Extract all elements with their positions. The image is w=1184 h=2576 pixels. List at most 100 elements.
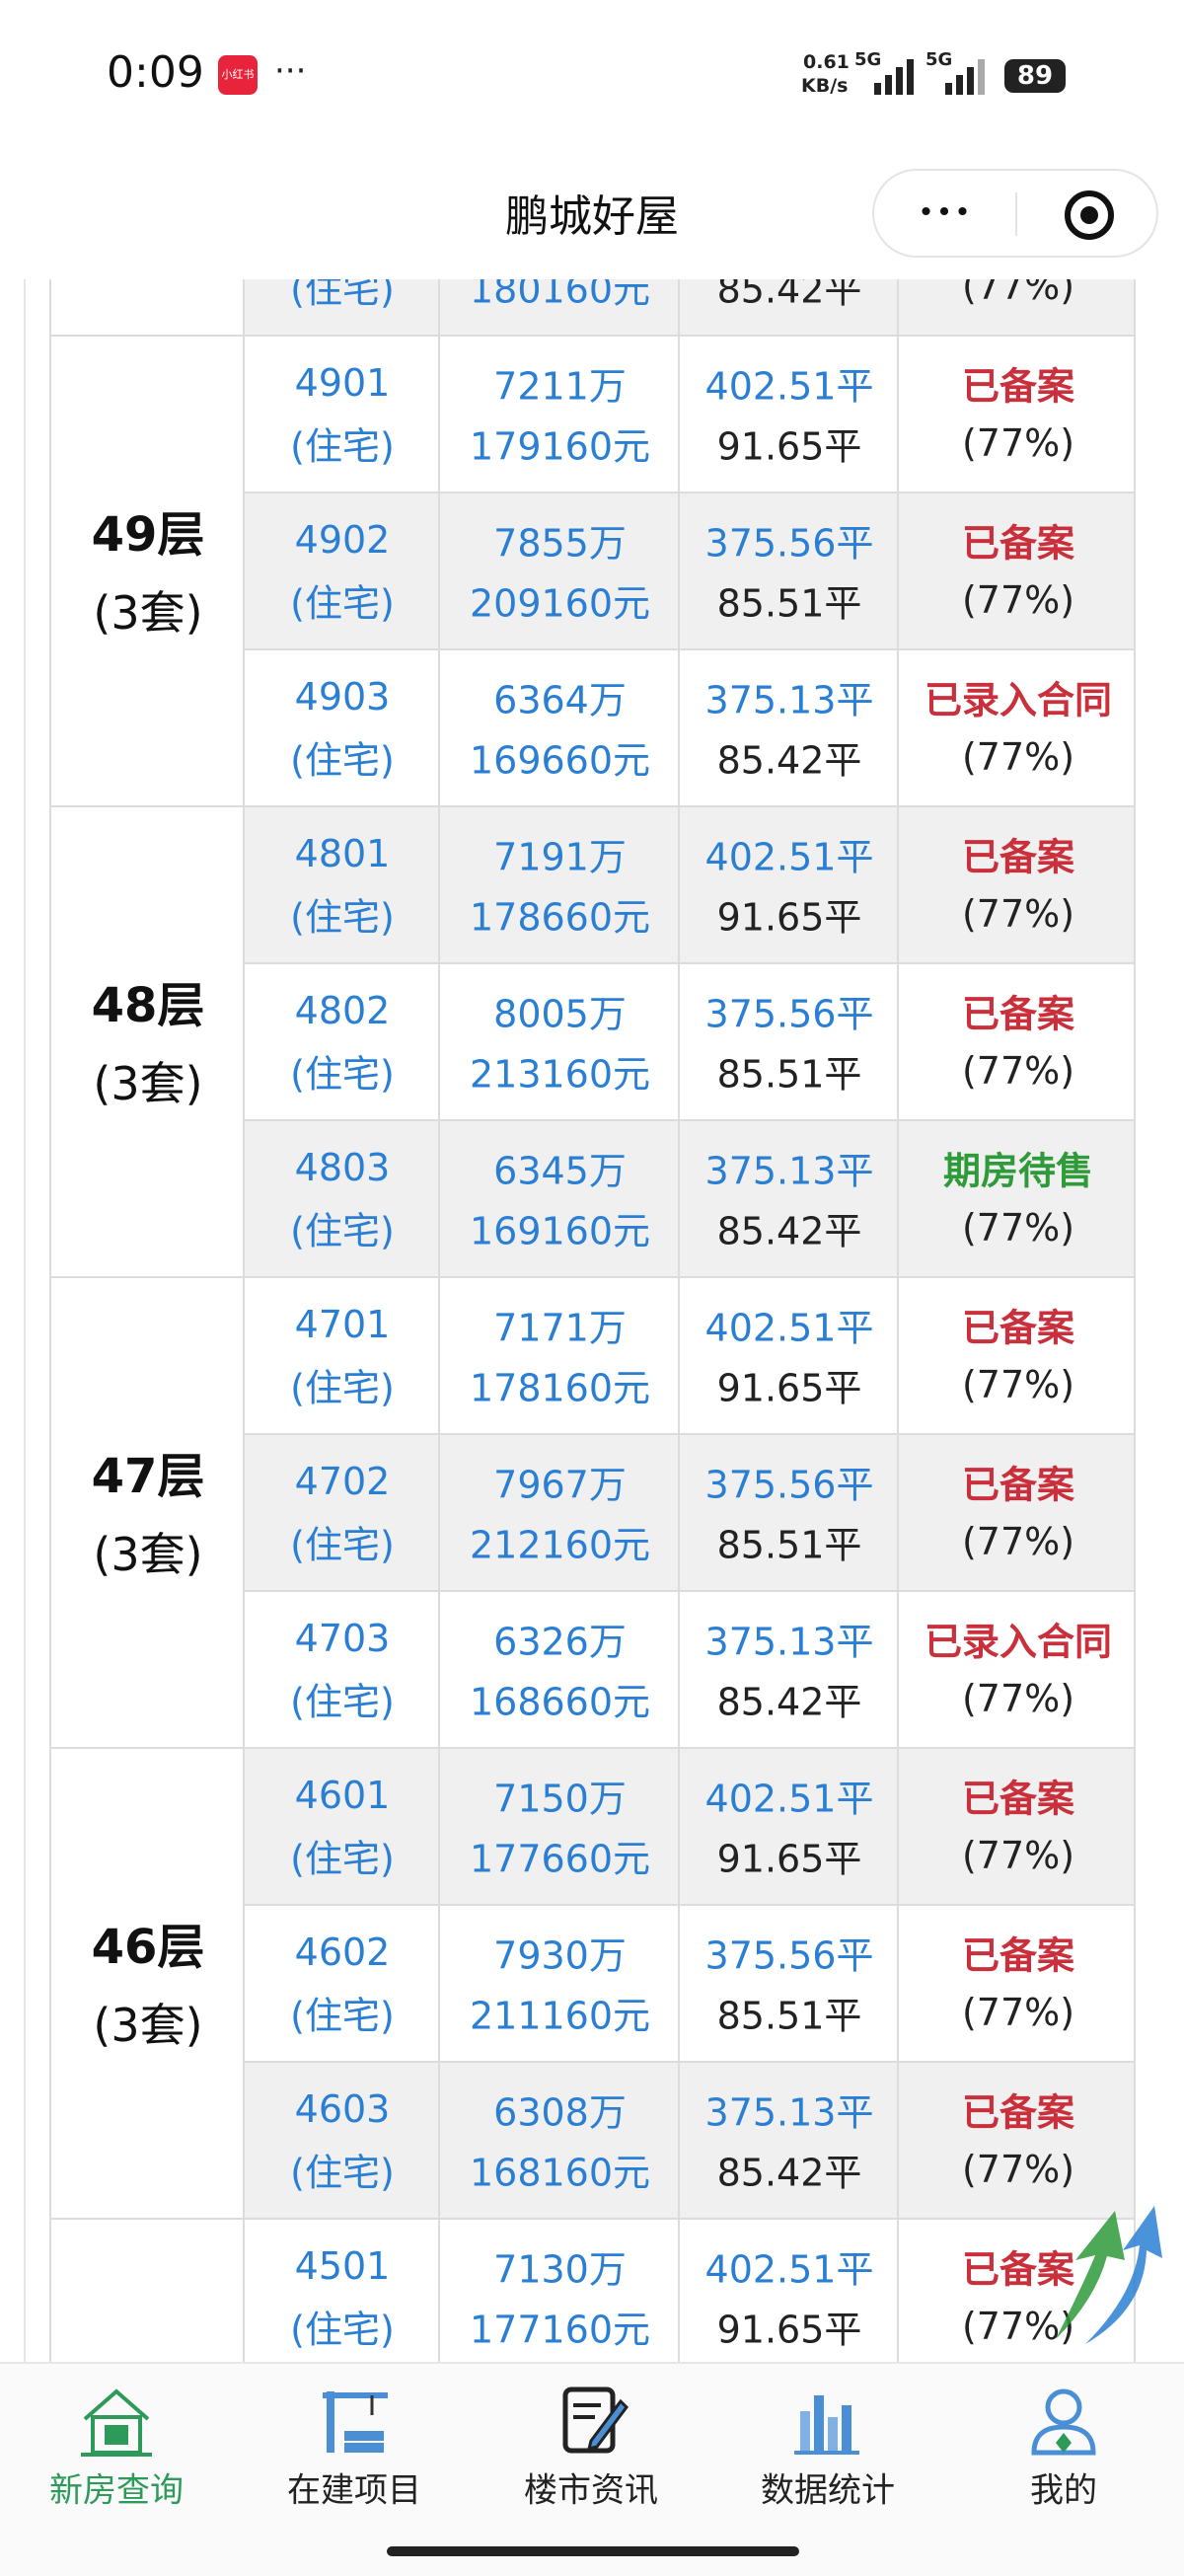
floor-label: 48层 <box>91 977 205 1033</box>
cell-text: (77%) <box>961 1049 1075 1093</box>
cell-text: 4601 <box>294 1774 391 1817</box>
cell-text: (住宅) <box>290 1366 395 1410</box>
cell-text: 85.51平 <box>716 1052 862 1097</box>
cell-text: (住宅) <box>290 895 395 940</box>
cell-text: (住宅) <box>290 2151 395 2195</box>
cell-text: 4501 <box>294 2244 391 2288</box>
cell-text: (77%) <box>961 421 1075 465</box>
table-cell: 375.13平 85.42平 <box>678 1592 897 1749</box>
table-cell: 4901 (住宅) <box>243 337 438 493</box>
tab-button[interactable]: 数据统计 <box>719 2364 936 2561</box>
cell-text: 177660元 <box>469 1837 651 1881</box>
cell-text: 91.65平 <box>716 424 862 469</box>
cell-text: 91.65平 <box>716 895 862 940</box>
cell-text: 4702 <box>294 1460 391 1503</box>
table-cell: 4602 (住宅) <box>243 1906 438 2063</box>
cell-text: (住宅) <box>290 581 395 626</box>
table-cell: (住宅) <box>243 279 438 337</box>
cell-text: 168160元 <box>469 2151 651 2195</box>
cell-text: 7930万 <box>493 1933 627 1978</box>
cell-text: 4901 <box>294 361 391 405</box>
cell-text: (77%) <box>961 1677 1075 1720</box>
table-cell: 375.56平 85.51平 <box>678 964 897 1121</box>
cell-text: (住宅) <box>290 1052 395 1097</box>
cell-text: (77%) <box>961 1520 1075 1563</box>
tab-icon <box>562 2387 629 2454</box>
cell-text: 91.65平 <box>716 1366 862 1410</box>
cell-text: 375.56平 <box>704 521 874 566</box>
cell-text: 4903 <box>294 675 391 719</box>
tab-button[interactable]: 楼市资讯 <box>482 2364 700 2561</box>
table-cell: 8005万 213160元 <box>438 964 678 1121</box>
table-cell: 6308万 168160元 <box>438 2063 678 2220</box>
cell-text: (77%) <box>961 2305 1075 2348</box>
table-row: 4701 (住宅) 7171万 178160元 402.51平 91.65平 已备案 (77%… <box>243 1278 1136 1435</box>
capsule-button[interactable]: ••• <box>872 169 1158 258</box>
page-title: 鹏城好屋 <box>505 191 679 242</box>
table-cell: 已备案 (77%) <box>897 1906 1136 2063</box>
cell-border <box>1134 1435 1136 1592</box>
table-cell: 7855万 209160元 <box>438 493 678 650</box>
cell-text: 4703 <box>294 1617 391 1660</box>
cell-text: (住宅) <box>290 1837 395 1881</box>
table-cell: 375.56平 85.51平 <box>678 1435 897 1592</box>
cell-text: 180160元 <box>469 279 651 312</box>
cell-border <box>1134 650 1136 807</box>
table-cell: 已备案 (77%) <box>897 1749 1136 1906</box>
tab-button[interactable]: 我的 <box>955 2364 1172 2561</box>
floor-count: (3套) <box>93 1527 203 1581</box>
table-row: 4703 (住宅) 6326万 168660元 375.13平 85.42平 已录入合同 (7… <box>243 1592 1136 1749</box>
cell-text: (77%) <box>961 279 1075 308</box>
floor-cell: 49层 (3套) <box>49 337 243 807</box>
cell-text: 375.13平 <box>704 2090 874 2135</box>
cell-text: (住宅) <box>290 279 395 312</box>
tab-button[interactable]: 新房查询 <box>8 2364 225 2561</box>
signal-icon <box>945 59 985 95</box>
cell-border <box>1134 1278 1136 1435</box>
cell-text: 4803 <box>294 1146 391 1189</box>
cell-text: 375.13平 <box>704 1620 874 1664</box>
cell-text: 402.51平 <box>704 1306 874 1350</box>
menu-button[interactable]: ••• <box>918 195 973 229</box>
table-cell: (77%) <box>897 279 1136 337</box>
floor-label: 47层 <box>91 1448 205 1504</box>
cell-text: (住宅) <box>290 738 395 783</box>
cell-text: (77%) <box>961 1834 1075 1877</box>
cell-border <box>1134 964 1136 1121</box>
table-cell: 375.13平 85.42平 <box>678 2063 897 2220</box>
cell-text: 6345万 <box>493 1149 627 1193</box>
home-indicator <box>387 2546 799 2556</box>
tab-label: 楼市资讯 <box>524 2470 658 2511</box>
table-cell: 已录入合同 (77%) <box>897 1592 1136 1749</box>
cell-text: 8005万 <box>493 992 627 1036</box>
table-cell: 375.13平 85.42平 <box>678 1121 897 1278</box>
table-cell: 已备案 (77%) <box>897 964 1136 1121</box>
cell-text: 402.51平 <box>704 835 874 879</box>
table-cell: 402.51平 91.65平 <box>678 337 897 493</box>
cell-text: 7130万 <box>493 2247 627 2292</box>
cell-text: 已备案 <box>961 2090 1075 2135</box>
cell-text: 7150万 <box>493 1777 627 1821</box>
signal-icon <box>874 59 914 95</box>
table-view: (住宅) 180160元 85.42平 (77%) 49层 (3套) 4901 (住宅) 721… <box>0 279 1184 2362</box>
floor-count: (3套) <box>93 585 203 640</box>
cell-text: 4801 <box>294 832 391 875</box>
scroll-track <box>24 279 26 2362</box>
cell-text: 375.13平 <box>704 678 874 722</box>
cell-text: (77%) <box>961 2148 1075 2191</box>
floor-label: 46层 <box>91 1919 205 1975</box>
table-cell: 期房待售 (77%) <box>897 1121 1136 1278</box>
cell-text: 6364万 <box>493 678 627 722</box>
table-cell: 402.51平 91.65平 <box>678 2220 897 2362</box>
tab-button[interactable]: 在建项目 <box>246 2364 463 2561</box>
cell-text: (住宅) <box>290 424 395 469</box>
cell-text: (住宅) <box>290 1523 395 1567</box>
cell-text: 4701 <box>294 1303 391 1346</box>
close-button[interactable] <box>1062 188 1117 243</box>
table-cell: 4803 (住宅) <box>243 1121 438 1278</box>
scroll-top-icon[interactable] <box>1046 2201 1164 2349</box>
table-cell: 7171万 178160元 <box>438 1278 678 1435</box>
cell-text: 已录入合同 <box>924 1620 1113 1664</box>
table-cell: 7211万 179160元 <box>438 337 678 493</box>
cell-text: 已备案 <box>961 1933 1075 1978</box>
